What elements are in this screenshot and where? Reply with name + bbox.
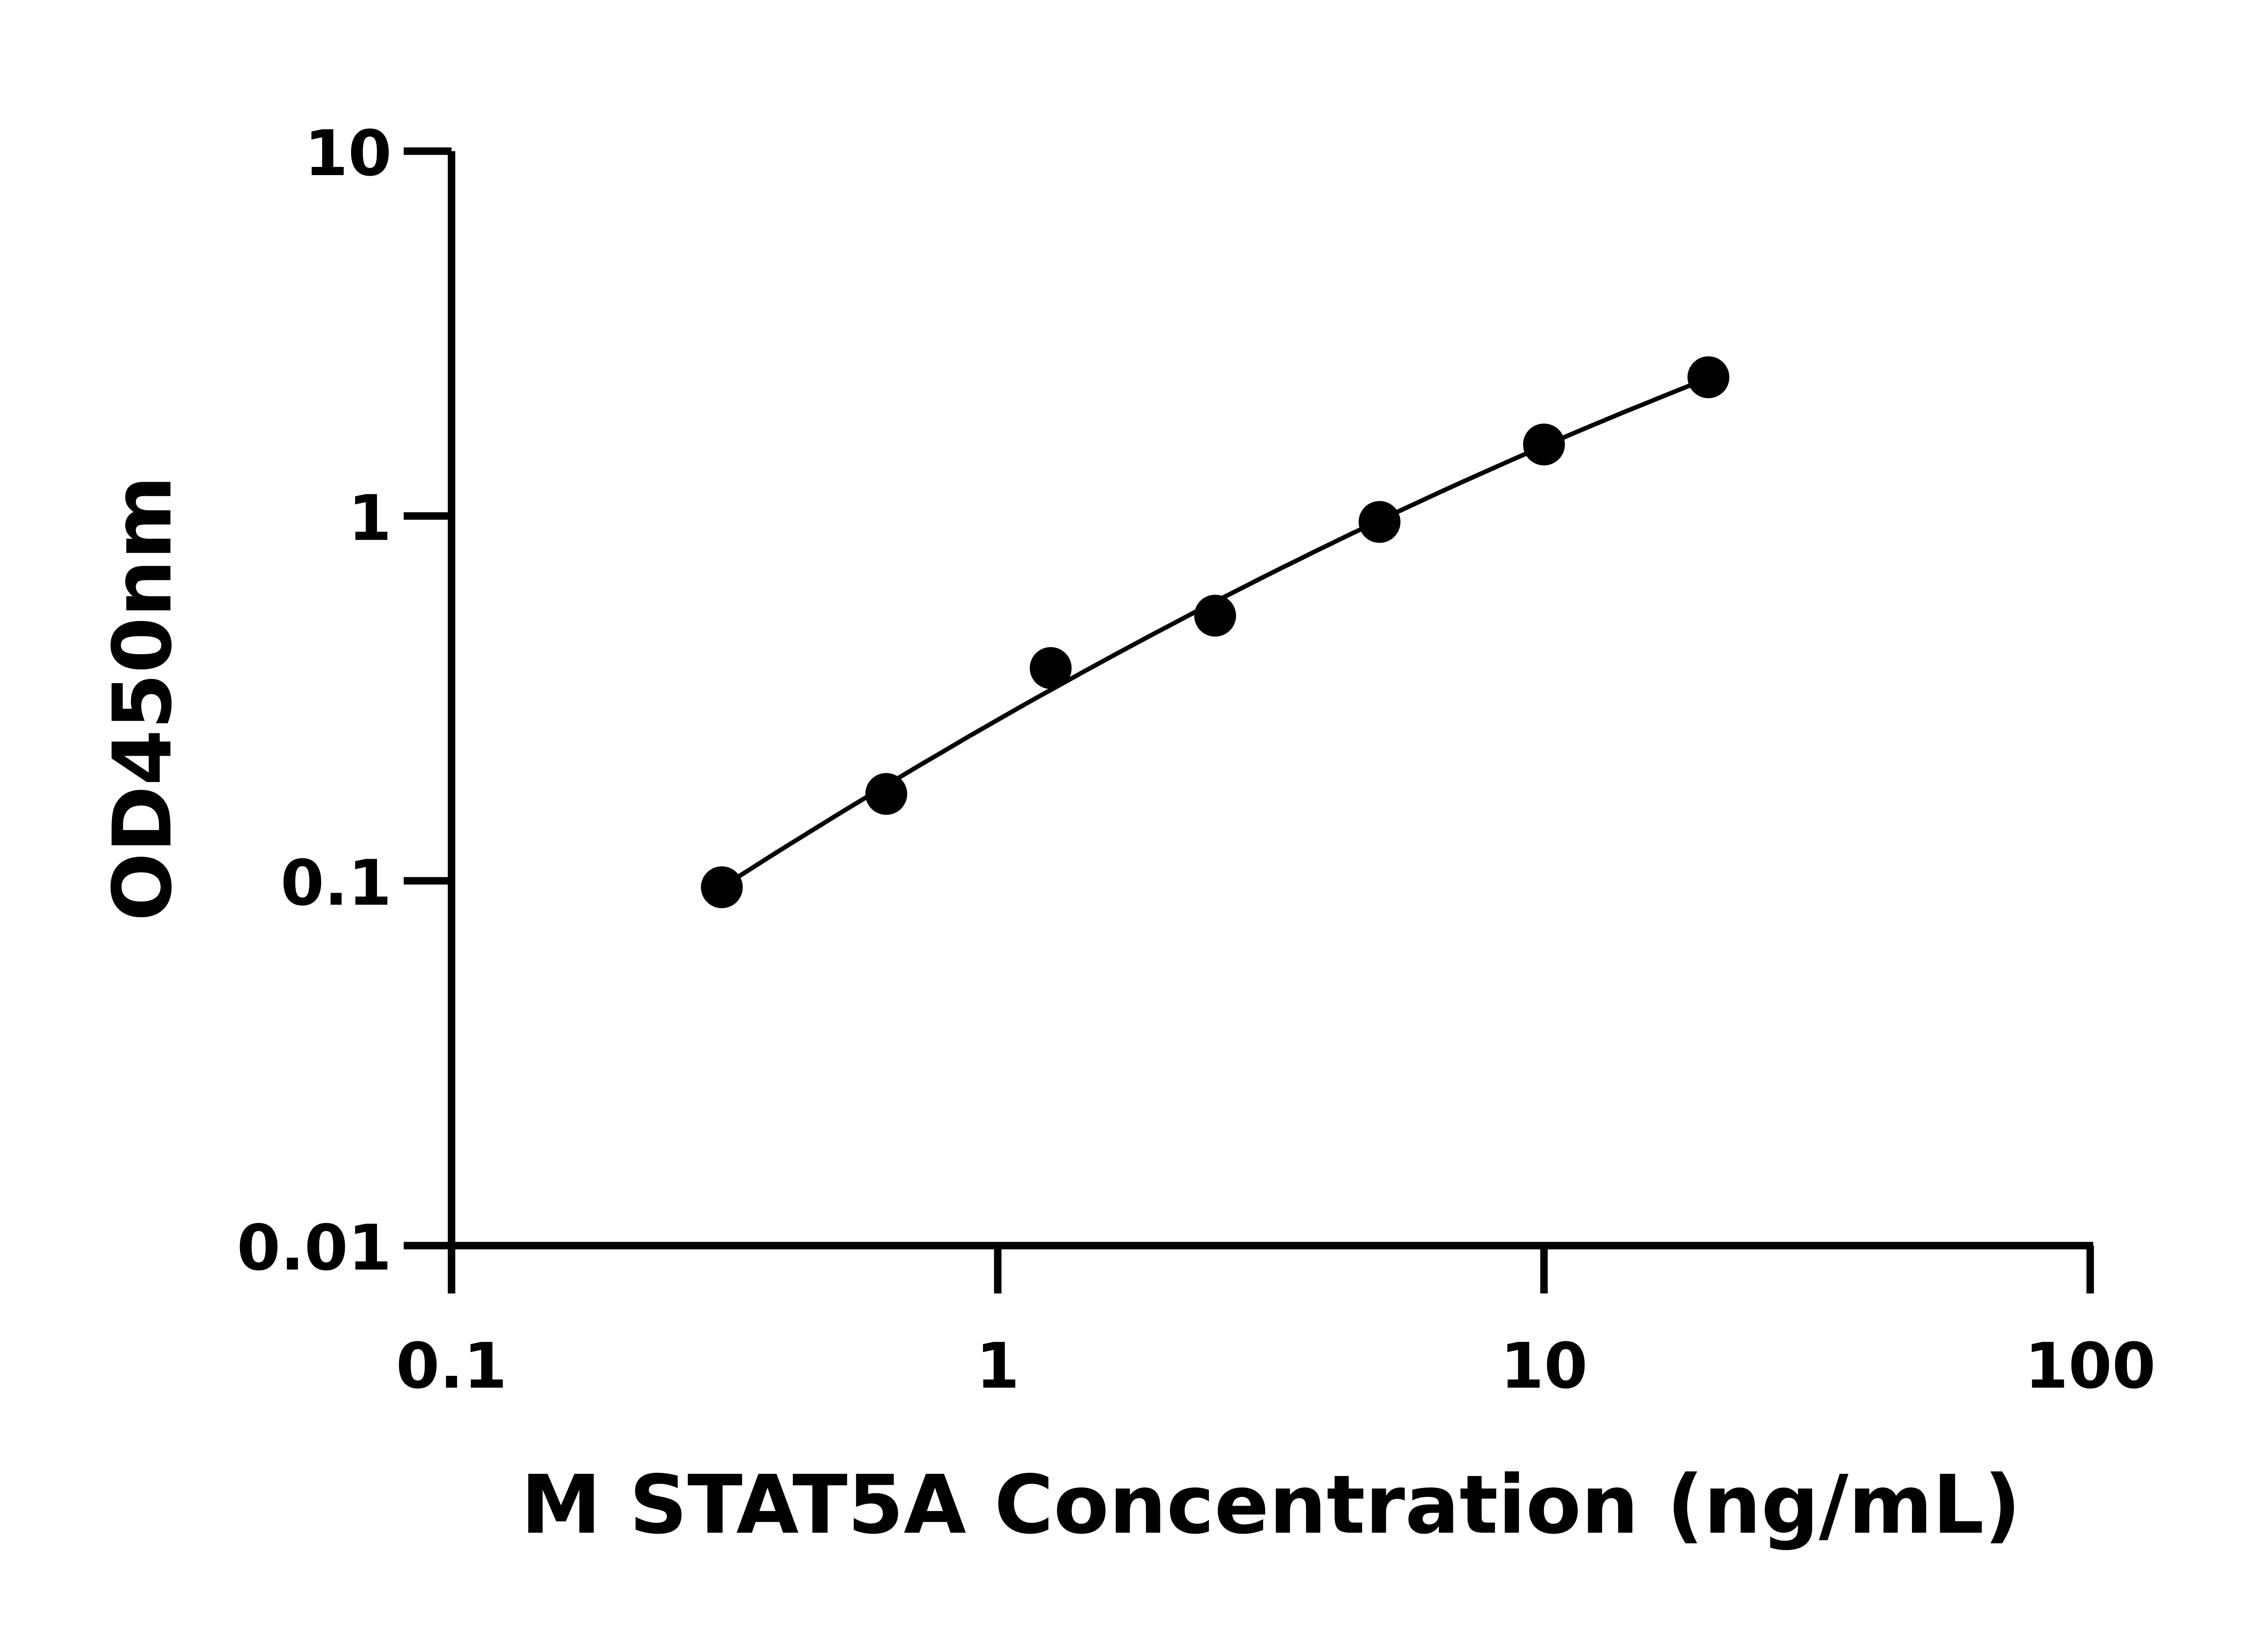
- y-tick-label: 1: [348, 482, 391, 555]
- data-point: [865, 773, 907, 815]
- x-tick-label: 10: [1501, 1330, 1588, 1403]
- data-point: [1030, 647, 1072, 689]
- x-tick-label: 100: [2025, 1330, 2156, 1403]
- data-points: [701, 356, 1730, 909]
- y-tick-label: 0.1: [280, 846, 391, 919]
- data-point: [1194, 595, 1236, 637]
- data-point: [701, 866, 743, 909]
- y-axis-title: OD450nm: [96, 475, 190, 921]
- data-point: [1523, 423, 1565, 466]
- data-point: [1359, 501, 1401, 543]
- x-tick-label: 0.1: [396, 1330, 507, 1403]
- y-tick-label: 0.01: [237, 1212, 392, 1285]
- x-tick-label: 1: [976, 1330, 1019, 1403]
- y-tick-label: 10: [304, 117, 392, 190]
- data-point: [1687, 356, 1730, 398]
- x-axis-title: M STAT5A Concentration (ng/mL): [521, 1458, 2021, 1552]
